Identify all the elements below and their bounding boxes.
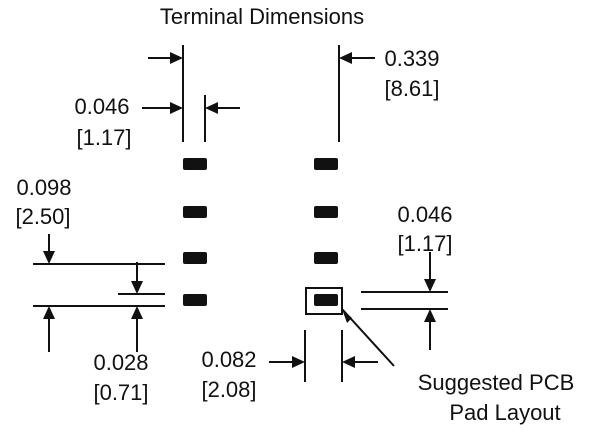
- terminal-spacing-mm-label: [8.61]: [384, 76, 439, 101]
- pad-gap-inch-label: 0.028: [93, 350, 148, 375]
- pad-height-arrowhead-top: [424, 279, 436, 292]
- pad-width-inch-label: 0.046: [74, 94, 129, 119]
- pad-length-arrowhead-right: [342, 356, 355, 368]
- suggested-pad-outline: [305, 287, 343, 315]
- right-pad-3: [314, 252, 338, 264]
- right-pad-2: [314, 206, 338, 218]
- suggested-pcb-leader-arrowhead: [342, 309, 352, 323]
- pad-length-dimension: 0.082 [2.08]: [201, 330, 378, 402]
- pad-length-inch-label: 0.082: [201, 347, 256, 372]
- terminal-spacing-inch-label: 0.339: [384, 46, 439, 71]
- pad-height-dimension: 0.046 [1.17]: [361, 202, 453, 350]
- pad-width-mm-label: [1.17]: [76, 125, 131, 150]
- pad-gap-arrowhead-bottom: [131, 306, 143, 319]
- pad-gap-dimension: 0.028 [0.71]: [93, 262, 165, 405]
- right-pad-4: [314, 294, 338, 306]
- pad-pitch-mm-label: [2.50]: [15, 204, 70, 229]
- pad-width-arrowhead-left: [170, 102, 183, 114]
- pad-width-arrowhead-right: [205, 102, 218, 114]
- pad-gap-arrowhead-top: [131, 281, 143, 294]
- pad-pitch-arrowhead-top: [43, 251, 55, 264]
- pad-pitch-dimension: 0.098 [2.50]: [15, 175, 165, 352]
- left-pad-1: [183, 158, 207, 170]
- suggested-pcb-label-line1: Suggested PCB: [418, 370, 575, 395]
- right-pad-column: [305, 158, 343, 315]
- pad-gap-mm-label: [0.71]: [93, 380, 148, 405]
- pad-height-inch-label: 0.046: [397, 202, 452, 227]
- pad-length-mm-label: [2.08]: [201, 377, 256, 402]
- pad-pitch-arrowhead-bottom: [43, 306, 55, 319]
- left-pad-2: [183, 206, 207, 218]
- terminal-spacing-dimension: 0.339 [8.61]: [338, 45, 440, 142]
- pad-width-dimension: 0.046 [1.17]: [74, 45, 240, 150]
- pad-height-mm-label: [1.17]: [397, 231, 452, 256]
- pad-pitch-inch-label: 0.098: [16, 175, 71, 200]
- suggested-pcb-callout: Suggested PCB Pad Layout: [341, 308, 575, 425]
- left-pad-3: [183, 252, 207, 264]
- pad-height-arrowhead-bottom: [424, 309, 436, 322]
- pad-width-arrowhead-top: [170, 52, 183, 64]
- pad-length-arrowhead-left: [292, 356, 305, 368]
- right-pad-1: [314, 158, 338, 170]
- suggested-pcb-label-line2: Pad Layout: [449, 400, 560, 425]
- terminal-spacing-arrowhead: [339, 52, 352, 64]
- left-pad-4: [183, 294, 207, 306]
- diagram-title: Terminal Dimensions: [160, 4, 364, 29]
- left-pad-column: [183, 158, 207, 306]
